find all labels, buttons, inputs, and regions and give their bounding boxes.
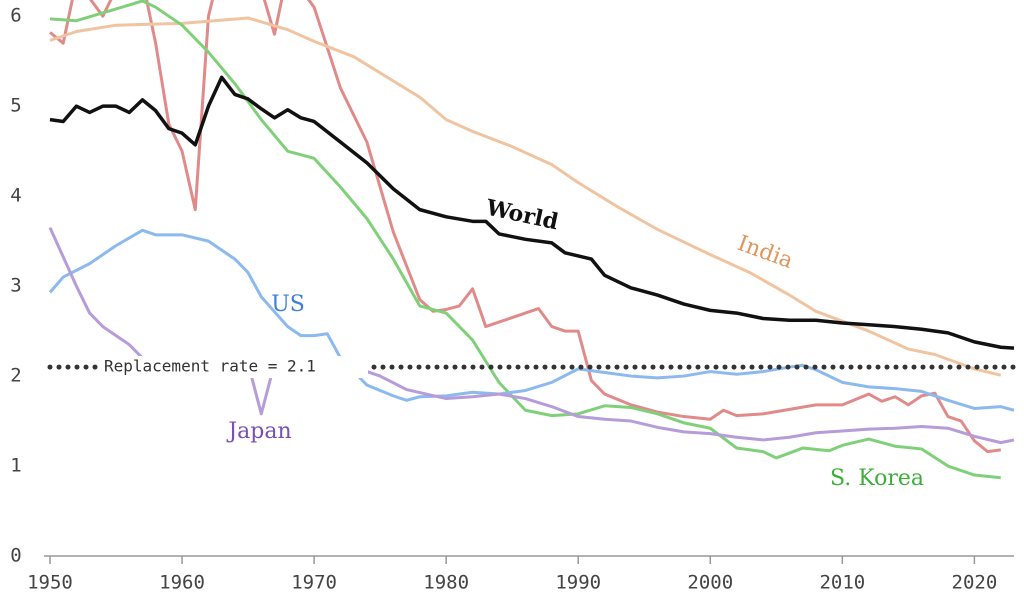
y-tick-label: 6 [10, 5, 21, 27]
y-tick-label: 4 [10, 185, 21, 207]
y-tick-label: 1 [10, 455, 21, 477]
reference-label-bg [100, 356, 368, 379]
x-tick-label: 1980 [423, 572, 469, 594]
y-tick-label: 3 [10, 275, 21, 297]
y-tick-label: 0 [10, 545, 21, 567]
x-tick-label: 1970 [291, 572, 337, 594]
reference-label: Replacement rate = 2.1 [104, 357, 316, 376]
series-label: S. Korea [830, 466, 924, 491]
series-label: US [271, 292, 305, 317]
y-tick-label: 5 [10, 95, 21, 117]
series-label: Japan [226, 419, 291, 444]
plot-area [48, 0, 1015, 480]
x-tick-label: 1950 [27, 572, 73, 594]
x-tick-label: 1990 [555, 572, 601, 594]
x-tick-label: 2010 [819, 572, 865, 594]
x-tick-label: 2020 [952, 572, 998, 594]
x-tick-label: 2000 [687, 572, 733, 594]
series-line [48, 228, 1015, 412]
series-line [49, 0, 1001, 454]
series-line [48, 227, 1015, 445]
series-line [49, 16, 1002, 377]
series-line [49, 0, 1001, 480]
x-tick-label: 1960 [159, 572, 205, 594]
series-line [49, 75, 1015, 350]
y-tick-label: 2 [10, 365, 21, 387]
series-label: India [734, 231, 796, 274]
